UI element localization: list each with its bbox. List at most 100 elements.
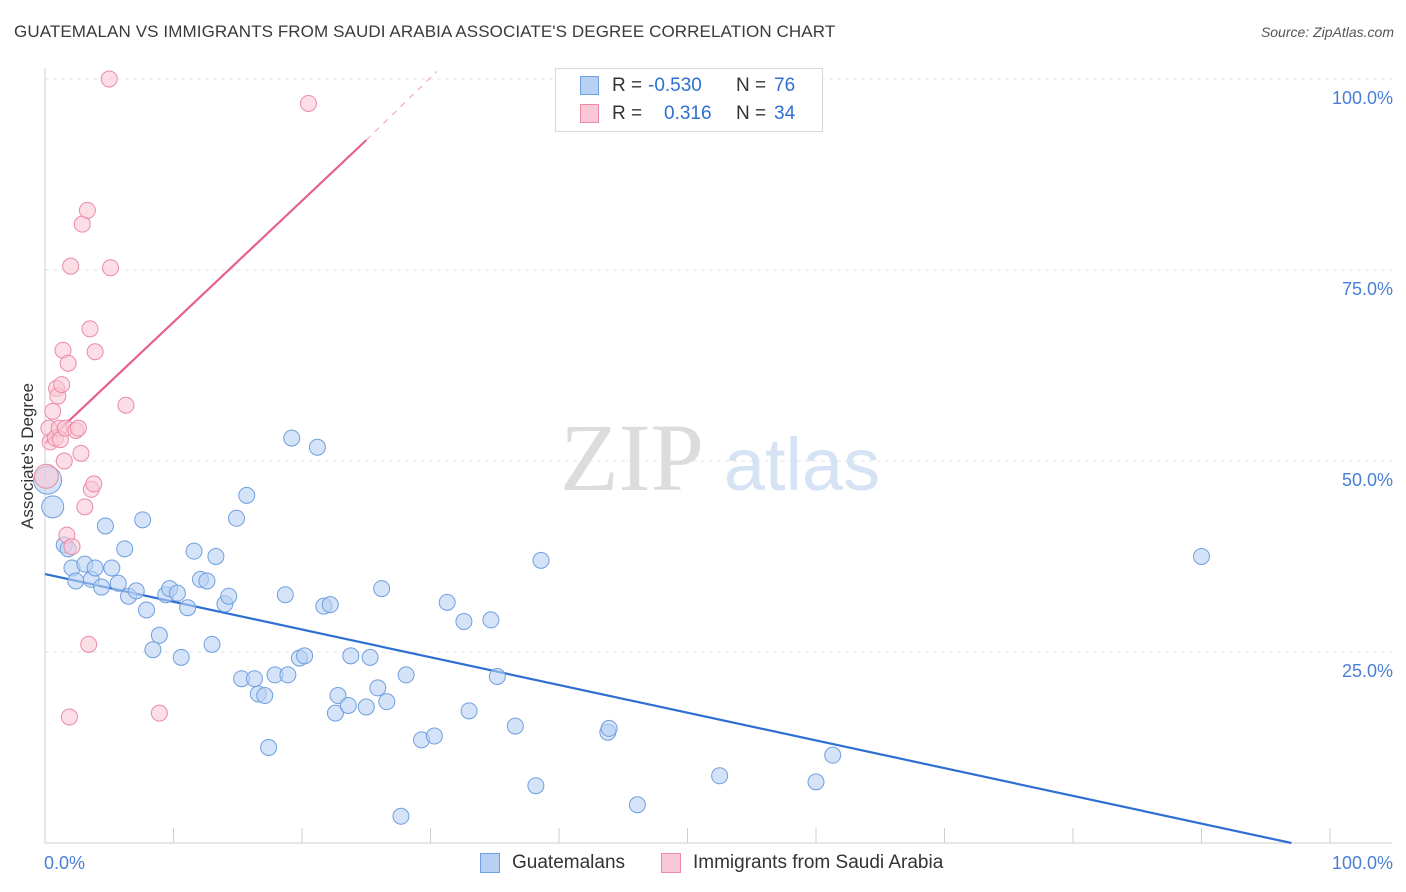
point-guatemalan bbox=[527, 777, 545, 795]
point-guatemalan bbox=[455, 612, 473, 630]
point-guatemalan bbox=[392, 807, 410, 825]
point-guatemalan bbox=[397, 666, 415, 684]
point-guatemalan bbox=[41, 495, 65, 519]
point-guatemalan bbox=[134, 511, 152, 529]
point-guatemalan bbox=[86, 559, 104, 577]
point-guatemalan bbox=[329, 687, 347, 705]
point-guatemalan bbox=[245, 670, 263, 688]
point-guatemalan bbox=[1193, 548, 1210, 565]
legend-r-label: R = bbox=[612, 75, 643, 96]
legend-n-value: 34 bbox=[774, 103, 796, 124]
bottom-legend-label: Guatemalans bbox=[512, 852, 626, 873]
point-saudi bbox=[59, 354, 77, 372]
point-guatemalan bbox=[276, 586, 294, 604]
point-guatemalan bbox=[168, 584, 186, 602]
point-guatemalan bbox=[227, 509, 245, 527]
point-saudi bbox=[117, 396, 135, 414]
x-tick-label: 0.0% bbox=[44, 853, 85, 873]
point-guatemalan bbox=[342, 647, 360, 665]
point-guatemalan bbox=[438, 593, 456, 611]
point-guatemalan bbox=[361, 648, 379, 666]
bottom-legend-swatch-pink bbox=[661, 853, 681, 873]
point-saudi bbox=[69, 419, 87, 437]
y-tick-label: 50.0% bbox=[1342, 470, 1393, 490]
point-saudi bbox=[78, 201, 96, 219]
point-saudi bbox=[76, 498, 94, 516]
point-guatemalan bbox=[357, 698, 375, 716]
point-guatemalan bbox=[711, 767, 729, 785]
trend-lines bbox=[44, 71, 1292, 845]
point-guatemalan bbox=[172, 648, 190, 666]
chart-title: GUATEMALAN VS IMMIGRANTS FROM SAUDI ARAB… bbox=[14, 22, 836, 41]
point-guatemalan bbox=[279, 666, 297, 684]
tick-labels: 100.0% 75.0% 50.0% 25.0% 0.0% 100.0% bbox=[44, 88, 1393, 873]
legend-swatch-blue bbox=[580, 76, 599, 95]
point-guatemalan bbox=[185, 542, 203, 560]
legend-n-value: 76 bbox=[774, 75, 796, 96]
point-saudi bbox=[102, 259, 120, 277]
bottom-legend-saudi[interactable]: Immigrants from Saudi Arabia bbox=[661, 852, 943, 874]
y-tick-label: 25.0% bbox=[1342, 661, 1393, 681]
legend-r-label: R = bbox=[612, 103, 643, 124]
point-saudi bbox=[80, 635, 98, 653]
bottom-legend-swatch-blue bbox=[480, 853, 500, 873]
trend-line-saudi-extension bbox=[365, 71, 438, 141]
legend-swatch-pink bbox=[580, 104, 599, 123]
axes bbox=[44, 68, 1392, 844]
point-guatemalan bbox=[96, 517, 114, 535]
point-saudi bbox=[33, 463, 59, 489]
legend-r-value: -0.530 bbox=[648, 75, 702, 96]
x-tick-label: 100.0% bbox=[1332, 853, 1393, 873]
point-saudi bbox=[44, 402, 62, 420]
point-guatemalan bbox=[198, 572, 216, 590]
point-guatemalan bbox=[425, 727, 443, 745]
point-saudi bbox=[299, 94, 317, 112]
point-guatemalan bbox=[256, 687, 274, 705]
point-guatemalan bbox=[93, 578, 111, 596]
trend-line-saudi bbox=[44, 139, 368, 445]
point-saudi bbox=[62, 257, 80, 275]
point-saudi bbox=[86, 343, 104, 361]
watermark-atlas: atlas bbox=[724, 423, 880, 506]
y-tick-label: 100.0% bbox=[1332, 88, 1393, 108]
point-guatemalan bbox=[378, 693, 396, 711]
watermark: ZIP atlas bbox=[560, 404, 880, 511]
stats-legend: R = -0.530 N = 76 R = 0.316 N = 34 bbox=[555, 68, 823, 132]
point-guatemalan bbox=[369, 679, 387, 697]
point-guatemalan bbox=[238, 486, 256, 504]
legend-r-value: 0.316 bbox=[664, 103, 712, 124]
point-guatemalan bbox=[203, 635, 221, 653]
point-guatemalan bbox=[144, 641, 162, 659]
point-guatemalan bbox=[326, 704, 344, 722]
point-guatemalan bbox=[532, 551, 550, 569]
point-guatemalan bbox=[260, 739, 278, 756]
point-guatemalan bbox=[482, 611, 500, 629]
point-saudi bbox=[72, 444, 90, 462]
trend-line-guatemalans bbox=[44, 572, 1292, 845]
point-guatemalan bbox=[67, 572, 85, 590]
point-guatemalan bbox=[506, 717, 524, 735]
point-guatemalan bbox=[138, 601, 156, 619]
legend-n-label: N = bbox=[736, 103, 767, 124]
point-guatemalan bbox=[207, 548, 225, 565]
point-saudi bbox=[63, 538, 81, 556]
point-guatemalan bbox=[373, 580, 391, 598]
point-guatemalan bbox=[127, 582, 145, 600]
point-guatemalan bbox=[628, 796, 646, 814]
point-guatemalan bbox=[103, 559, 121, 577]
point-saudi bbox=[53, 376, 71, 394]
point-guatemalan bbox=[460, 702, 478, 720]
point-guatemalan bbox=[807, 773, 825, 791]
point-saudi bbox=[81, 320, 99, 338]
point-guatemalan bbox=[824, 746, 842, 764]
point-guatemalan bbox=[308, 438, 326, 456]
point-saudi bbox=[85, 475, 103, 493]
watermark-zip: ZIP bbox=[560, 404, 704, 511]
bottom-legend-label: Immigrants from Saudi Arabia bbox=[693, 852, 944, 873]
bottom-legend-guatemalans[interactable]: Guatemalans bbox=[480, 852, 625, 874]
point-saudi bbox=[150, 704, 168, 722]
point-guatemalan bbox=[109, 574, 127, 592]
source-label: Source: ZipAtlas.com bbox=[1260, 24, 1394, 40]
point-guatemalan bbox=[283, 429, 301, 447]
gridlines bbox=[45, 78, 1392, 653]
